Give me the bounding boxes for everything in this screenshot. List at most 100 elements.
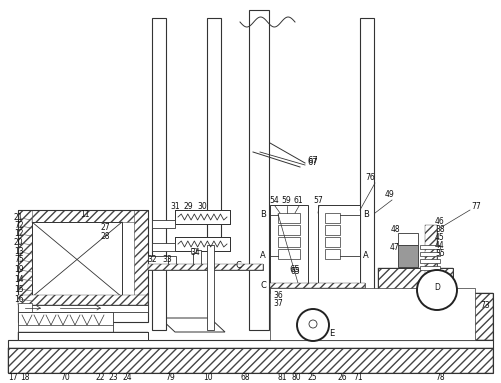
Bar (18, 210, 148, 222)
Bar (18, 332, 148, 340)
Bar (175, 237, 229, 251)
Bar (324, 213, 339, 223)
Bar (307, 319, 318, 330)
Bar (134, 210, 148, 310)
Text: 67: 67 (307, 159, 318, 167)
Text: 81: 81 (277, 373, 286, 383)
Text: 12: 12 (14, 229, 24, 239)
Bar (424, 225, 436, 293)
Bar (148, 256, 168, 264)
Bar (18, 210, 32, 310)
Text: A: A (362, 252, 368, 260)
Bar (278, 237, 300, 247)
Text: 75: 75 (14, 255, 24, 265)
Text: 14: 14 (14, 275, 24, 283)
Text: 23: 23 (108, 373, 118, 383)
Bar (8, 340, 492, 348)
Text: 77: 77 (470, 203, 480, 211)
Bar (152, 18, 166, 330)
Bar (278, 225, 300, 235)
Bar (18, 332, 148, 340)
Bar (377, 293, 492, 340)
Text: 79: 79 (165, 373, 174, 383)
Bar (248, 10, 269, 330)
Text: 19: 19 (14, 265, 24, 275)
Text: 11: 11 (80, 211, 90, 219)
Bar (8, 348, 492, 373)
Text: 36: 36 (273, 290, 282, 300)
Circle shape (309, 320, 316, 328)
Text: 65: 65 (289, 265, 300, 275)
Text: 49: 49 (384, 190, 394, 200)
Text: 35: 35 (434, 249, 444, 259)
Circle shape (416, 270, 456, 310)
Bar (324, 249, 339, 259)
Bar (377, 268, 452, 293)
Text: 61: 61 (293, 196, 302, 206)
Bar (152, 220, 175, 228)
Bar (8, 348, 492, 373)
Bar (206, 18, 220, 243)
Text: 25: 25 (307, 373, 316, 383)
Bar (397, 245, 417, 267)
Bar (168, 256, 176, 264)
Text: 46: 46 (434, 218, 444, 226)
Circle shape (297, 309, 328, 341)
Bar (427, 280, 445, 295)
Bar (192, 250, 200, 264)
Text: 24: 24 (122, 373, 132, 383)
Text: 45: 45 (434, 234, 444, 242)
Text: C: C (234, 260, 240, 270)
Text: 72: 72 (14, 221, 24, 231)
Bar (317, 205, 359, 295)
Bar (419, 252, 439, 256)
Bar (324, 225, 339, 235)
Text: 26: 26 (337, 373, 346, 383)
Bar (419, 259, 439, 263)
Text: 65: 65 (290, 267, 299, 277)
Bar (278, 213, 300, 223)
Text: 15: 15 (14, 285, 24, 293)
Text: A: A (260, 252, 266, 260)
Bar (206, 245, 213, 330)
Text: 29: 29 (183, 203, 192, 211)
Bar (359, 18, 373, 296)
Text: 54: 54 (269, 196, 279, 206)
Bar (175, 237, 229, 251)
Bar (278, 249, 300, 259)
Text: 33: 33 (162, 254, 171, 264)
Text: 31: 31 (170, 203, 179, 211)
Text: 16: 16 (14, 295, 24, 303)
Bar (377, 268, 452, 293)
Text: 76: 76 (364, 173, 374, 183)
Bar (270, 283, 364, 288)
Text: 37: 37 (273, 298, 282, 308)
Text: 68: 68 (239, 373, 249, 383)
Text: D: D (433, 283, 439, 291)
Bar (18, 332, 148, 340)
Bar (18, 295, 148, 305)
Text: 78: 78 (434, 373, 444, 383)
Bar (18, 312, 113, 332)
Text: 30: 30 (197, 203, 206, 211)
Polygon shape (160, 318, 224, 332)
Bar (270, 283, 364, 288)
Bar (148, 264, 263, 270)
Text: 32: 32 (147, 254, 156, 264)
Bar (419, 245, 439, 249)
Text: 59: 59 (281, 196, 290, 206)
Bar (152, 243, 175, 251)
Text: E: E (329, 329, 334, 339)
Text: 73: 73 (479, 301, 489, 309)
Bar (175, 210, 229, 224)
Text: 21: 21 (14, 213, 24, 223)
Text: 57: 57 (313, 196, 322, 206)
Text: 18: 18 (20, 373, 30, 383)
Bar (270, 205, 308, 293)
Bar (397, 233, 417, 245)
Bar (270, 288, 474, 340)
Bar (32, 222, 122, 297)
Bar (18, 295, 148, 305)
Bar (18, 210, 148, 322)
Text: 34: 34 (190, 249, 199, 257)
